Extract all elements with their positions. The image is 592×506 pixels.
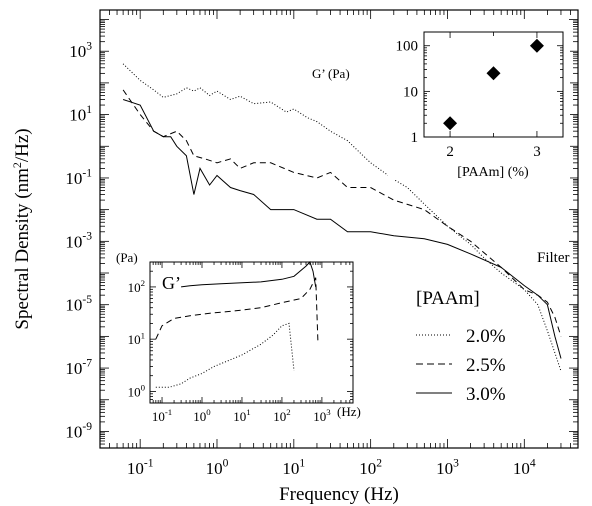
main-x-axis-label: Frequency (Hz) <box>279 484 399 505</box>
inset2-y-unit: (Pa) <box>116 250 138 265</box>
inset1-x-tick-label-0: 2 <box>446 144 454 160</box>
main-y-tick-label-6: 103 <box>69 40 92 62</box>
inset2-x-tick-label-3: 102 <box>273 407 290 424</box>
main-y-tick-label-3: 10-3 <box>65 230 92 252</box>
inset1-y-label: G’ (Pa) <box>312 66 350 81</box>
main-x-tick-label-2: 101 <box>282 456 305 478</box>
legend-title: [PAAm] <box>416 288 480 309</box>
inset2-x-tick-label-2: 101 <box>233 407 250 424</box>
inset2-y-tick-label-2: 102 <box>128 278 145 295</box>
main-series-2-5 <box>122 89 562 337</box>
legend-label-2-0: 2.0% <box>466 326 506 347</box>
inset1-x-label: [PAAm] (%) <box>457 165 529 180</box>
main-y-tick-label-0: 10-9 <box>65 420 92 442</box>
inset2-series-2-5 <box>155 277 319 345</box>
inset2-frame <box>149 261 354 404</box>
inset2-y-tick-label-1: 101 <box>128 330 145 347</box>
inset1-x-tick-label-1: 3 <box>533 144 541 160</box>
inset1-y-tick-label-1: 10 <box>403 84 418 100</box>
main-y-tick-label-4: 10-1 <box>65 166 92 188</box>
main-x-tick-label-0: 10-1 <box>127 456 154 478</box>
main-y-tick-label-5: 101 <box>69 103 92 125</box>
main-plot-frame <box>99 9 579 449</box>
main-series-3-0 <box>122 99 562 359</box>
main-x-tick-label-5: 104 <box>513 456 536 478</box>
inset2-x-tick-label-0: 10-1 <box>152 407 172 424</box>
inset1-y-tick-label-2: 100 <box>396 39 419 55</box>
main-x-tick-label-3: 102 <box>359 456 382 478</box>
inset1-point-0 <box>443 116 458 131</box>
main-y-tick-label-2: 10-5 <box>65 293 92 315</box>
inset2-x-tick-label-1: 100 <box>193 407 211 424</box>
inset2-title: G’ <box>162 273 181 293</box>
legend: [PAAm] 2.0% 2.5% 3.0% <box>416 288 506 405</box>
legend-label-3-0: 3.0% <box>466 384 506 405</box>
inset2-y-tick-label-0: 100 <box>128 383 146 400</box>
inset2-x-tick-label-4: 103 <box>313 407 331 424</box>
main-y-tick-label-1: 10-7 <box>65 356 92 378</box>
inset2-x-unit: (Hz) <box>337 404 361 419</box>
main-series-2-0 <box>122 63 562 372</box>
inset1-y-tick-label-0: 1 <box>411 130 419 146</box>
main-y-axis-label: Spectral Density (nm2/Hz) <box>10 128 33 329</box>
legend-label-2-5: 2.5% <box>466 355 506 376</box>
inset1-point-2 <box>529 38 544 53</box>
main-x-tick-label-4: 103 <box>436 456 459 478</box>
filter-annotation: Filter <box>537 250 570 266</box>
inset1-point-1 <box>486 66 501 81</box>
inset2-series-3-0 <box>181 261 317 288</box>
main-x-tick-label-1: 100 <box>206 456 229 478</box>
